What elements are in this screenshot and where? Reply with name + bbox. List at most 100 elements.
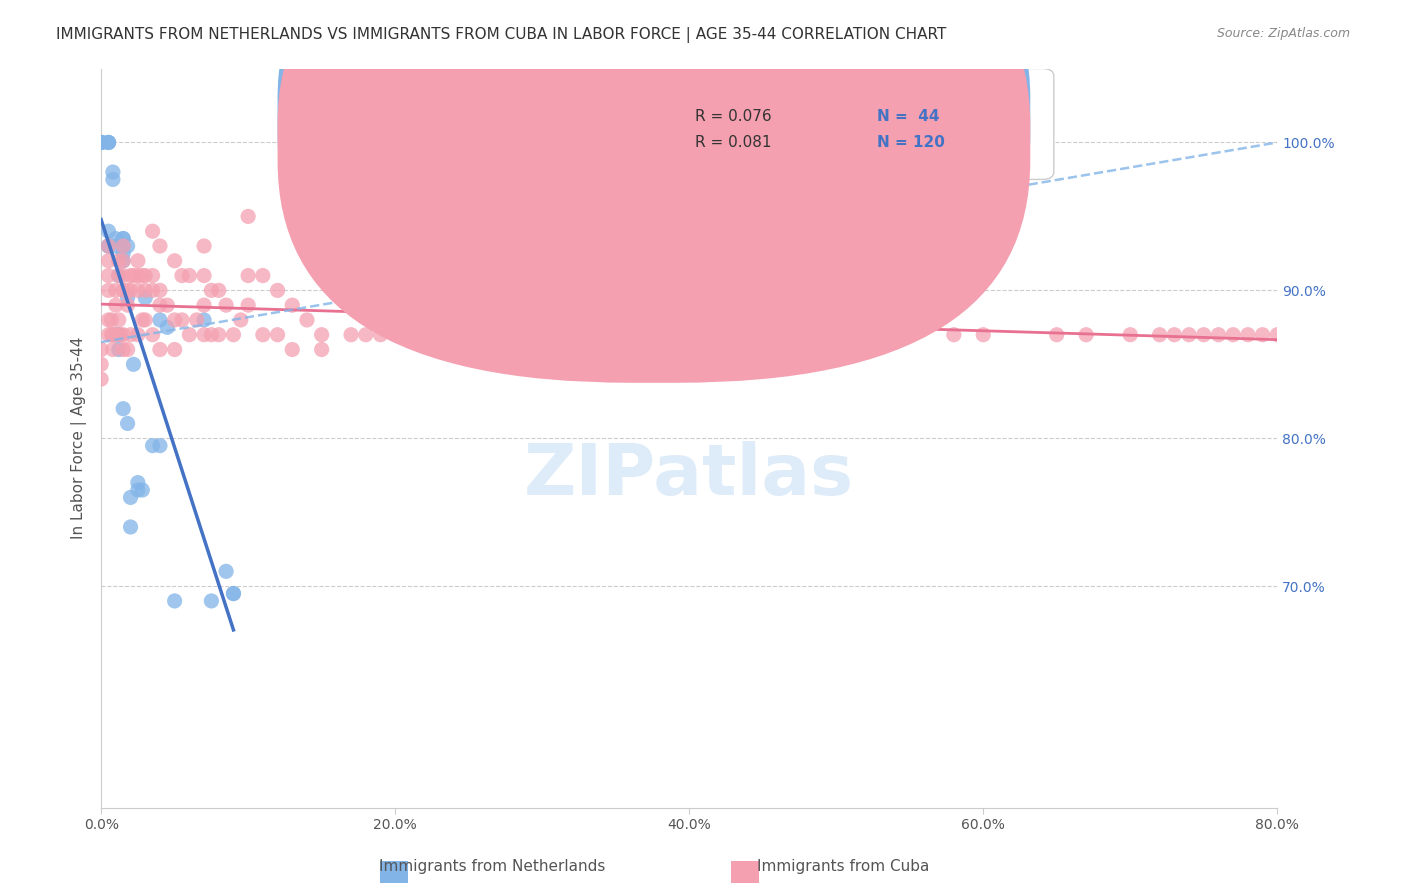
Immigrants from Cuba bbox=[1384, 327, 1406, 342]
Immigrants from Cuba bbox=[193, 327, 215, 342]
Immigrants from Netherlands bbox=[127, 475, 149, 490]
Text: R = 0.081: R = 0.081 bbox=[695, 135, 772, 150]
FancyBboxPatch shape bbox=[277, 0, 1031, 383]
Immigrants from Netherlands bbox=[149, 439, 172, 453]
Immigrants from Cuba bbox=[134, 313, 156, 327]
Immigrants from Netherlands bbox=[222, 586, 245, 600]
Immigrants from Netherlands bbox=[112, 231, 135, 245]
Immigrants from Cuba bbox=[120, 284, 142, 298]
Immigrants from Netherlands bbox=[112, 401, 135, 416]
Immigrants from Netherlands bbox=[112, 239, 135, 253]
Immigrants from Netherlands bbox=[163, 594, 186, 608]
Immigrants from Cuba bbox=[1046, 327, 1069, 342]
Immigrants from Cuba bbox=[1076, 327, 1098, 342]
Immigrants from Cuba bbox=[156, 298, 179, 312]
Immigrants from Cuba bbox=[186, 313, 208, 327]
Immigrants from Cuba bbox=[252, 268, 274, 283]
Immigrants from Netherlands bbox=[156, 320, 179, 334]
Immigrants from Netherlands bbox=[200, 594, 222, 608]
Immigrants from Cuba bbox=[1295, 327, 1317, 342]
Immigrants from Netherlands bbox=[97, 239, 120, 253]
Immigrants from Netherlands bbox=[117, 291, 139, 305]
Text: IMMIGRANTS FROM NETHERLANDS VS IMMIGRANTS FROM CUBA IN LABOR FORCE | AGE 35-44 C: IMMIGRANTS FROM NETHERLANDS VS IMMIGRANT… bbox=[56, 27, 946, 43]
Immigrants from Netherlands bbox=[117, 417, 139, 431]
Immigrants from Cuba bbox=[97, 268, 120, 283]
Text: ZIPatlas: ZIPatlas bbox=[524, 441, 855, 509]
Immigrants from Netherlands bbox=[97, 136, 120, 150]
Immigrants from Cuba bbox=[236, 210, 259, 224]
Immigrants from Netherlands bbox=[127, 483, 149, 497]
Immigrants from Cuba bbox=[208, 327, 231, 342]
Immigrants from Netherlands bbox=[222, 586, 245, 600]
Immigrants from Cuba bbox=[295, 313, 318, 327]
Immigrants from Cuba bbox=[112, 253, 135, 268]
Immigrants from Cuba bbox=[100, 327, 122, 342]
Immigrants from Netherlands bbox=[193, 313, 215, 327]
Immigrants from Netherlands bbox=[120, 520, 142, 534]
Immigrants from Cuba bbox=[634, 327, 657, 342]
Immigrants from Cuba bbox=[127, 284, 149, 298]
Immigrants from Cuba bbox=[1310, 327, 1333, 342]
Immigrants from Cuba bbox=[266, 327, 288, 342]
Immigrants from Cuba bbox=[112, 268, 135, 283]
Immigrants from Cuba bbox=[101, 327, 124, 342]
Immigrants from Cuba bbox=[149, 239, 172, 253]
Immigrants from Cuba bbox=[340, 327, 363, 342]
Text: N = 120: N = 120 bbox=[877, 135, 945, 150]
Immigrants from Netherlands bbox=[131, 483, 153, 497]
Immigrants from Netherlands bbox=[215, 565, 238, 579]
Immigrants from Cuba bbox=[107, 268, 129, 283]
Immigrants from Cuba bbox=[170, 268, 193, 283]
Immigrants from Netherlands bbox=[97, 224, 120, 238]
Immigrants from Cuba bbox=[97, 239, 120, 253]
Immigrants from Cuba bbox=[751, 327, 773, 342]
Text: N =  44: N = 44 bbox=[877, 109, 939, 124]
Immigrants from Netherlands bbox=[134, 291, 156, 305]
Immigrants from Cuba bbox=[236, 298, 259, 312]
Immigrants from Netherlands bbox=[112, 231, 135, 245]
Immigrants from Cuba bbox=[122, 268, 145, 283]
Immigrants from Cuba bbox=[104, 298, 127, 312]
Immigrants from Cuba bbox=[1163, 327, 1185, 342]
Immigrants from Cuba bbox=[117, 343, 139, 357]
Text: Immigrants from Cuba: Immigrants from Cuba bbox=[758, 859, 929, 874]
Immigrants from Cuba bbox=[370, 327, 392, 342]
Immigrants from Cuba bbox=[193, 239, 215, 253]
Immigrants from Netherlands bbox=[142, 439, 165, 453]
Immigrants from Cuba bbox=[110, 327, 132, 342]
Immigrants from Netherlands bbox=[101, 172, 124, 186]
Immigrants from Cuba bbox=[200, 284, 222, 298]
Immigrants from Cuba bbox=[825, 327, 848, 342]
Immigrants from Cuba bbox=[117, 284, 139, 298]
Immigrants from Cuba bbox=[1178, 327, 1201, 342]
Immigrants from Cuba bbox=[222, 327, 245, 342]
Immigrants from Cuba bbox=[281, 298, 304, 312]
Immigrants from Cuba bbox=[972, 327, 994, 342]
Immigrants from Cuba bbox=[457, 327, 479, 342]
Immigrants from Cuba bbox=[215, 298, 238, 312]
Immigrants from Cuba bbox=[193, 298, 215, 312]
Immigrants from Cuba bbox=[117, 298, 139, 312]
Immigrants from Netherlands bbox=[97, 136, 120, 150]
Immigrants from Netherlands bbox=[112, 246, 135, 260]
Immigrants from Netherlands bbox=[104, 239, 127, 253]
Immigrants from Cuba bbox=[90, 343, 112, 357]
Immigrants from Cuba bbox=[1208, 327, 1230, 342]
Immigrants from Cuba bbox=[1222, 327, 1244, 342]
Immigrants from Cuba bbox=[942, 327, 965, 342]
Immigrants from Cuba bbox=[107, 253, 129, 268]
Immigrants from Netherlands bbox=[90, 136, 112, 150]
Text: R = 0.076: R = 0.076 bbox=[695, 109, 772, 124]
Immigrants from Cuba bbox=[107, 313, 129, 327]
Immigrants from Cuba bbox=[142, 327, 165, 342]
Immigrants from Cuba bbox=[134, 284, 156, 298]
Immigrants from Cuba bbox=[311, 327, 333, 342]
Immigrants from Netherlands bbox=[90, 136, 112, 150]
Immigrants from Netherlands bbox=[112, 253, 135, 268]
Immigrants from Cuba bbox=[266, 284, 288, 298]
Immigrants from Cuba bbox=[90, 372, 112, 386]
Immigrants from Cuba bbox=[127, 327, 149, 342]
Immigrants from Cuba bbox=[163, 253, 186, 268]
Immigrants from Netherlands bbox=[97, 136, 120, 150]
FancyBboxPatch shape bbox=[607, 69, 1054, 179]
